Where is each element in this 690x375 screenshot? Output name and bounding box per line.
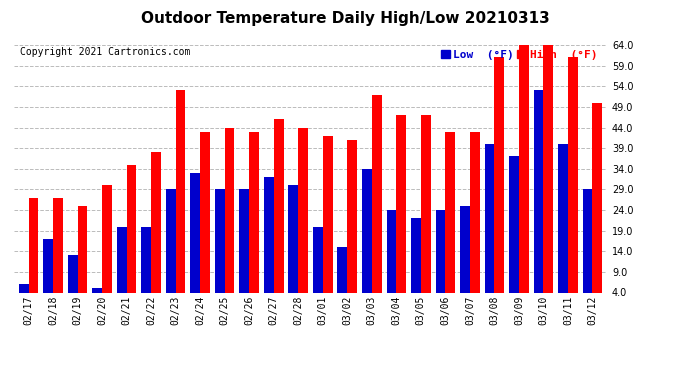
Bar [323, 136, 333, 292]
Bar [495, 57, 504, 292]
Bar [249, 132, 259, 292]
Bar [396, 115, 406, 292]
Bar [421, 115, 431, 292]
Bar [460, 206, 470, 292]
Text: Copyright 2021 Cartronics.com: Copyright 2021 Cartronics.com [20, 48, 190, 57]
Bar [519, 45, 529, 292]
Bar [347, 140, 357, 292]
Bar [77, 206, 88, 292]
Bar [509, 156, 519, 292]
Bar [215, 189, 225, 292]
Bar [593, 103, 602, 292]
Bar [239, 189, 249, 292]
Bar [386, 210, 396, 292]
Bar [582, 189, 593, 292]
Bar [19, 284, 28, 292]
Bar [92, 288, 102, 292]
Bar [411, 218, 421, 292]
Bar [558, 144, 568, 292]
Bar [288, 185, 298, 292]
Bar [166, 189, 176, 292]
Bar [190, 173, 200, 292]
Bar [176, 90, 186, 292]
Bar [445, 132, 455, 292]
Bar [68, 255, 77, 292]
Bar [274, 119, 284, 292]
Bar [533, 90, 544, 292]
Bar [225, 128, 235, 292]
Bar [568, 57, 578, 292]
Bar [53, 198, 63, 292]
Bar [102, 185, 112, 292]
Bar [298, 128, 308, 292]
Bar [362, 169, 372, 292]
Bar [43, 239, 53, 292]
Bar [117, 226, 126, 292]
Bar [313, 226, 323, 292]
Bar [264, 177, 274, 292]
Bar [470, 132, 480, 292]
Bar [337, 247, 347, 292]
Bar [28, 198, 39, 292]
Bar [141, 226, 151, 292]
Bar [435, 210, 445, 292]
Text: Outdoor Temperature Daily High/Low 20210313: Outdoor Temperature Daily High/Low 20210… [141, 11, 549, 26]
Bar [544, 45, 553, 292]
Bar [484, 144, 495, 292]
Bar [126, 165, 137, 292]
Bar [372, 94, 382, 292]
Bar [151, 152, 161, 292]
Bar [200, 132, 210, 292]
Legend: Low  (°F), High  (°F): Low (°F), High (°F) [437, 46, 602, 64]
